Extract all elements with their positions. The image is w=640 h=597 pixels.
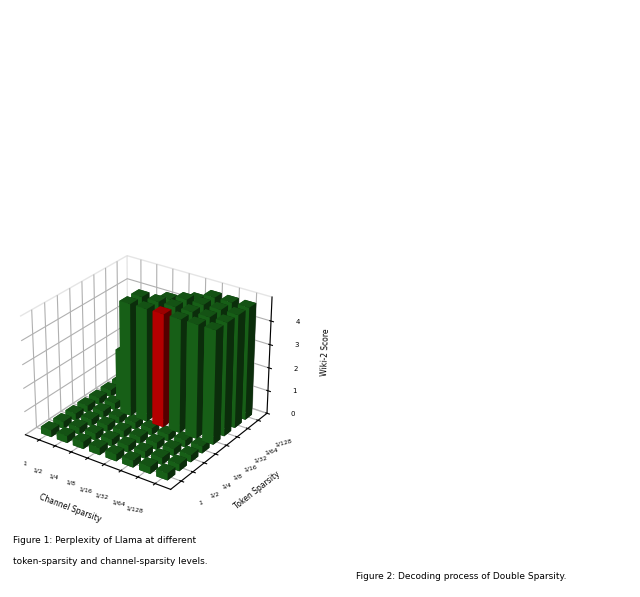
Text: token-sparsity and channel-sparsity levels.: token-sparsity and channel-sparsity leve… xyxy=(13,557,207,566)
X-axis label: Channel Sparsity: Channel Sparsity xyxy=(38,493,102,524)
Y-axis label: Token Sparsity: Token Sparsity xyxy=(232,470,282,511)
Text: Figure 1: Perplexity of Llama at different: Figure 1: Perplexity of Llama at differe… xyxy=(13,536,196,545)
Text: Figure 2: Decoding process of Double Sparsity.: Figure 2: Decoding process of Double Spa… xyxy=(356,572,566,581)
